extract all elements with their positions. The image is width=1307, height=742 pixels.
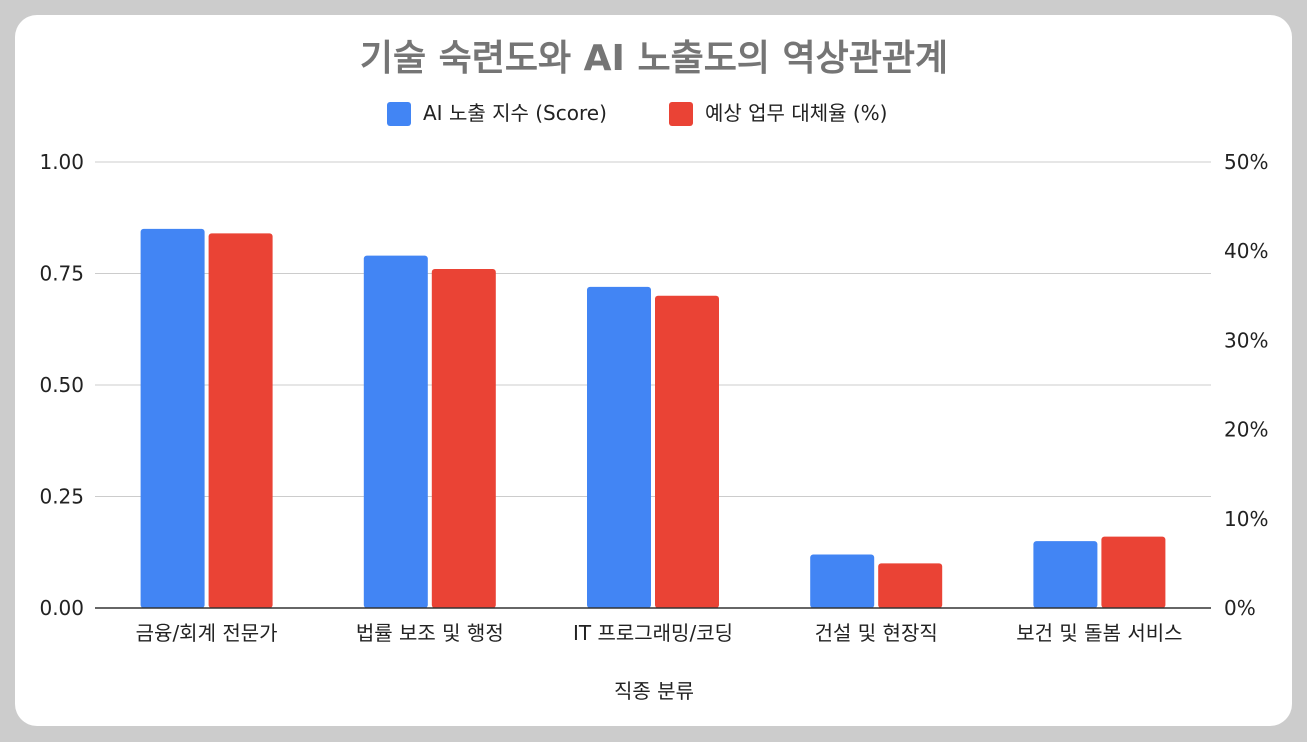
y-right-tick-label: 40% xyxy=(1224,239,1268,263)
x-axis-title: 직종 분류 xyxy=(614,679,694,703)
x-axis-categories: 금융/회계 전문가 법률 보조 및 행정 IT 프로그래밍/코딩 건설 및 현장직 보건… xyxy=(136,621,1183,645)
y-left-tick-label: 1.00 xyxy=(39,150,84,174)
x-category-label: IT 프로그래밍/코딩 xyxy=(573,621,733,645)
y-axis-left: 1.00 0.75 0.50 0.25 0.00 xyxy=(39,150,84,620)
bar-replacement-rate xyxy=(431,269,496,608)
y-left-tick-label: 0.25 xyxy=(39,485,84,509)
bar-replacement-rate xyxy=(1101,536,1166,608)
y-right-tick-label: 20% xyxy=(1224,418,1268,442)
y-axis-right: 50% 40% 30% 20% 10% 0% xyxy=(1224,150,1268,620)
bar-replacement-rate xyxy=(208,233,273,609)
y-right-tick-label: 50% xyxy=(1224,150,1268,174)
legend-label: AI 노출 지수 (Score) xyxy=(423,101,607,125)
y-right-tick-label: 0% xyxy=(1224,596,1256,620)
bar-replacement-rate xyxy=(878,563,943,608)
legend: AI 노출 지수 (Score) 예상 업무 대체율 (%) xyxy=(387,101,887,126)
bar-replacement-rate xyxy=(655,295,719,608)
x-category-label: 보건 및 돌봄 서비스 xyxy=(1016,621,1182,645)
y-right-tick-label: 30% xyxy=(1224,328,1268,352)
y-left-tick-label: 0.50 xyxy=(39,373,84,397)
x-category-label: 법률 보조 및 행정 xyxy=(356,621,504,645)
bar-ai-exposure xyxy=(363,255,428,608)
bar-ai-exposure xyxy=(1033,541,1098,608)
y-left-tick-label: 0.00 xyxy=(39,596,84,620)
bar-ai-exposure xyxy=(587,286,651,608)
x-category-label: 금융/회계 전문가 xyxy=(136,621,278,645)
y-right-tick-label: 10% xyxy=(1224,507,1268,531)
y-left-tick-label: 0.75 xyxy=(39,262,84,286)
x-category-label: 건설 및 현장직 xyxy=(815,621,938,645)
gridlines xyxy=(95,161,1211,497)
bars xyxy=(140,228,1166,609)
bar-ai-exposure xyxy=(140,228,205,608)
legend-label: 예상 업무 대체율 (%) xyxy=(705,101,887,125)
bar-ai-exposure xyxy=(810,554,875,608)
chart-title: 기술 숙련도와 AI 노출도의 역상관관계 xyxy=(360,38,948,79)
legend-swatch xyxy=(387,102,411,126)
legend-swatch xyxy=(669,102,693,126)
